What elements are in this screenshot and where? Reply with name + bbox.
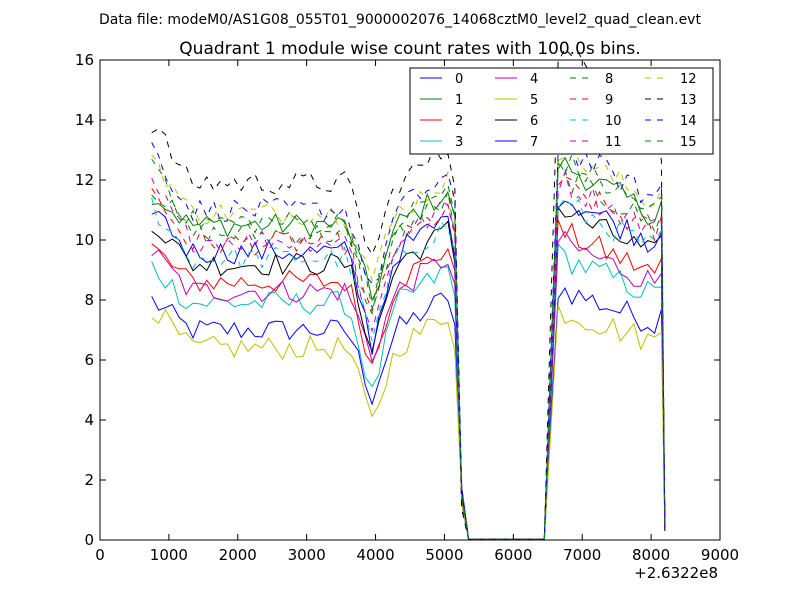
chart-title: Quadrant 1 module wise count rates with …: [179, 39, 640, 59]
x-tick-label: 0: [95, 546, 105, 564]
y-tick-label: 0: [84, 531, 94, 549]
legend-label-8: 8: [605, 72, 613, 87]
y-tick-label: 14: [75, 111, 94, 129]
x-tick-label: 7000: [563, 546, 601, 564]
series-line-0: [151, 287, 666, 540]
axes: 0 1000 2000 3000 4000 5000 6000 7000 8000 9000 0 2 4…: [75, 51, 739, 564]
series-line-1: [151, 156, 666, 540]
series-line-3: [151, 243, 666, 540]
x-tick-label: 1000: [150, 546, 188, 564]
x-tick-label: 9000: [701, 546, 739, 564]
series-line-10: [151, 197, 666, 540]
x-tick-label: 6000: [494, 546, 532, 564]
legend-label-11: 11: [605, 135, 622, 150]
series-line-2: [151, 219, 666, 540]
series-line-9: [151, 175, 666, 540]
x-tick-label: 2000: [219, 546, 257, 564]
legend-label-14: 14: [680, 114, 697, 129]
x-tick-label: 4000: [356, 546, 394, 564]
series-line-6: [151, 206, 666, 540]
legend-label-2: 2: [455, 114, 463, 129]
legend-label-4: 4: [530, 72, 538, 87]
legend-label-15: 15: [680, 135, 697, 150]
legend-box: [409, 67, 714, 155]
legend-label-5: 5: [530, 93, 538, 108]
series-line-13: [151, 48, 666, 540]
plot-area: [151, 48, 666, 540]
x-tick-label: 3000: [288, 546, 326, 564]
legend-label-7: 7: [530, 135, 538, 150]
y-tick-label: 6: [84, 351, 94, 369]
series-line-8: [151, 162, 666, 540]
figure-suptitle: Data file: modeM0/AS1G08_055T01_90000020…: [99, 12, 701, 28]
legend-label-10: 10: [605, 114, 622, 129]
y-tick-label: 4: [84, 411, 94, 429]
legend-label-6: 6: [530, 114, 538, 129]
x-tick-label: 8000: [632, 546, 670, 564]
legend-label-1: 1: [455, 93, 463, 108]
series-line-14: [151, 142, 666, 540]
y-tick-label: 16: [75, 51, 94, 69]
x-offset-label: +2.6322e8: [634, 564, 718, 582]
y-tick-label: 10: [75, 231, 94, 249]
y-tick-label: 12: [75, 171, 94, 189]
x-tick-label: 5000: [425, 546, 463, 564]
legend-label-0: 0: [455, 72, 463, 87]
series-line-11: [151, 170, 666, 540]
series-line-5: [151, 305, 666, 540]
y-tick-label: 2: [84, 471, 94, 489]
legend-label-3: 3: [455, 135, 463, 150]
y-tick-label: 8: [84, 291, 94, 309]
legend-label-13: 13: [680, 93, 697, 108]
series-line-7: [151, 200, 666, 540]
legend-label-9: 9: [605, 93, 613, 108]
series-line-4: [151, 230, 666, 540]
legend-label-12: 12: [680, 72, 697, 87]
series-line-12: [151, 143, 666, 540]
